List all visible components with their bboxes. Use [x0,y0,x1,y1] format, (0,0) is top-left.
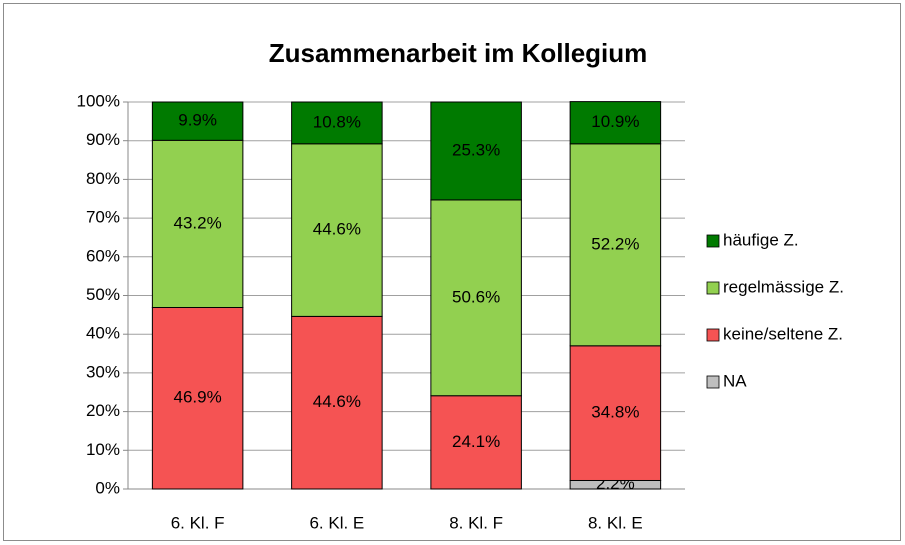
legend-label: NA [723,371,747,390]
data-label: 50.6% [452,287,500,306]
bar-segment [569,143,662,347]
legend-label: keine/seltene Z. [723,324,843,343]
y-tick-label: 50% [86,285,120,304]
data-label: 46.9% [174,388,222,407]
y-tick-label: 100% [77,91,120,110]
y-tick-label: 90% [86,130,120,149]
data-label: 44.6% [313,220,361,239]
data-label: 9.9% [178,111,217,130]
y-tick-label: 80% [86,169,120,188]
x-tick-label: 8. Kl. E [588,513,643,532]
legend-swatch [706,328,720,342]
data-label: 25.3% [452,140,500,159]
legend-swatch [706,281,720,295]
bar-segment [430,101,522,201]
x-tick-label: 6. Kl. E [309,513,364,532]
legend-label: regelmässige Z. [723,277,844,296]
y-tick-label: 70% [86,208,120,227]
y-tick-label: 30% [86,362,120,381]
bar-segment [151,139,244,308]
data-label: 52.2% [591,234,639,253]
bar-segment [291,143,383,317]
bar-segment [291,315,383,490]
bar-segment [291,101,383,145]
data-label: 44.6% [313,392,361,411]
data-label: 10.8% [313,112,361,131]
legend-swatch [706,375,720,389]
bar-segment [151,101,244,141]
bar-segment [430,199,522,397]
y-tick-label: 40% [86,324,120,343]
data-label: 10.9% [591,112,639,131]
bar-segment [430,395,522,490]
bar-segment [151,306,244,490]
legend-label: häufige Z. [723,230,799,249]
y-tick-label: 60% [86,246,120,265]
data-label: 24.1% [452,432,500,451]
data-label: 43.2% [174,213,222,232]
y-tick-label: 20% [86,401,120,420]
y-tick-label: 0% [95,478,120,497]
data-label: 34.8% [591,403,639,422]
chart-title: Zusammenarbeit im Kollegium [269,38,648,68]
legend-swatch [706,234,720,248]
x-tick-label: 8. Kl. F [449,513,503,532]
x-tick-label: 6. Kl. F [171,513,225,532]
bar-segment [569,101,662,145]
y-tick-label: 10% [86,440,120,459]
